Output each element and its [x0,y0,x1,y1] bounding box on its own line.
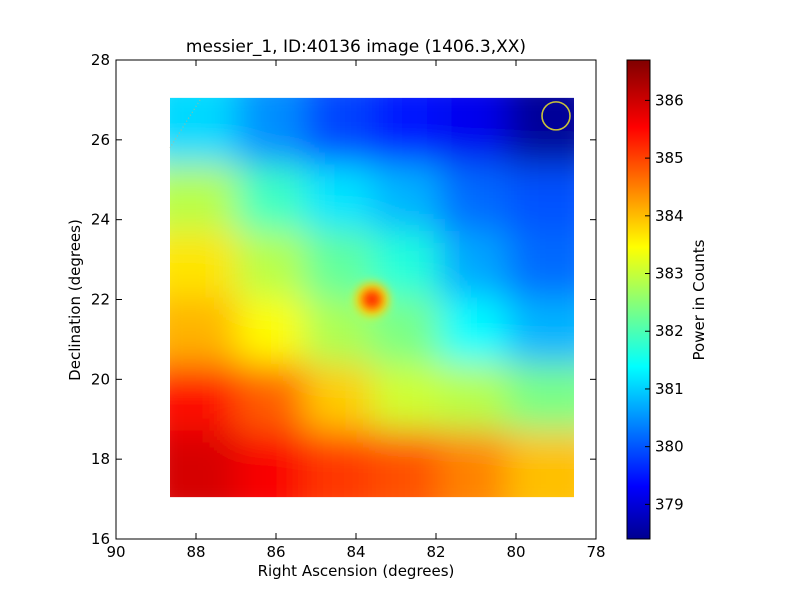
beam-circle [541,101,571,131]
x-tick-label: 80 [506,543,525,561]
axis-ticks: 90 88 86 84 82 80 78 16 18 20 22 24 26 28 [91,51,606,561]
colorbar-tick-label: 383 [655,265,684,283]
dotted-trace [169,99,201,149]
y-tick-label: 16 [91,530,110,548]
heatmap-cell [506,230,574,299]
heatmap-cell [506,364,574,432]
heatmap-field [170,97,574,498]
colorbar-tick-label: 380 [655,438,684,456]
y-tick-label: 24 [91,211,110,229]
y-tick-label: 18 [91,450,110,468]
heatmap-cell [237,430,306,498]
heatmap-cell [439,97,508,166]
heatmap-cell [170,97,239,166]
heatmap-cell [506,164,574,232]
colorbar-label: Power in Counts [690,239,708,360]
heatmap-cell [170,364,239,432]
heatmap-cell [237,164,306,232]
heatmap-cell [304,97,373,166]
heatmap-cell [237,97,306,166]
heatmap-cell [170,430,239,498]
colorbar-tick-label: 384 [655,207,684,225]
heatmap-cell [506,97,574,166]
x-tick-label: 88 [186,543,205,561]
heatmap-cell [237,364,306,432]
y-tick-label: 28 [91,51,110,69]
y-tick-label: 26 [91,131,110,149]
heatmap-cell [237,230,306,299]
colorbar: 379 380 381 382 383 384 385 386 [626,59,684,540]
heatmap-cell [372,364,441,432]
heatmap-cell [372,430,441,498]
heatmap-cell [439,164,508,232]
overlay [169,99,571,149]
heatmap-cell [304,430,373,498]
heatmap-cell [506,430,574,498]
x-tick-label: 82 [426,543,445,561]
heatmap-cell [170,164,239,232]
heatmap-cell [439,364,508,432]
colorbar-tick-label: 385 [655,149,684,167]
heatmap-cell [506,297,574,366]
heatmap-image [170,97,574,498]
x-tick-label: 86 [266,543,285,561]
x-tick-label: 78 [586,543,605,561]
colorbar-tick-label: 382 [655,322,684,340]
chart-title: messier_1, ID:40136 image (1406.3,XX) [186,37,526,57]
heatmap-cell [170,230,239,299]
x-tick-label: 90 [106,543,125,561]
heatmap-cell [439,297,508,366]
heatmap-cell [170,297,239,366]
x-tick-label: 84 [346,543,365,561]
colorbar-tick-label: 381 [655,380,684,398]
heatmap-cell [372,164,441,232]
heatmap-cell [439,230,508,299]
heatmap-cell [304,364,373,432]
x-axis-label: Right Ascension (degrees) [258,562,455,580]
y-axis-label: Declination (degrees) [66,219,84,381]
y-tick-label: 22 [91,291,110,309]
y-tick-label: 20 [91,370,110,388]
colorbar-tick-label: 386 [655,91,684,109]
colorbar-gradient [626,59,651,540]
heatmap-cell [237,297,306,366]
hot-spot [362,289,382,310]
heatmap-cell [372,97,441,166]
heatmap-cell [304,164,373,232]
colorbar-tick-label: 379 [655,495,684,513]
heatmap-cell [439,430,508,498]
